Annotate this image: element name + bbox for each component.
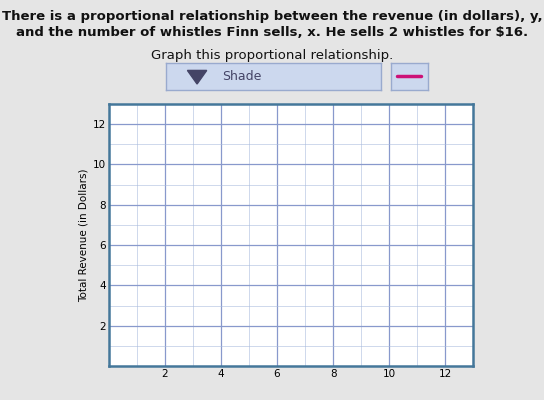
Text: There is a proportional relationship between the revenue (in dollars), y,: There is a proportional relationship bet… (2, 10, 542, 23)
Y-axis label: Total Revenue (in Dollars): Total Revenue (in Dollars) (78, 168, 89, 302)
Text: and the number of whistles Finn sells, x. He sells 2 whistles for $16.: and the number of whistles Finn sells, x… (16, 26, 528, 39)
Text: Shade: Shade (222, 70, 261, 83)
Text: Graph this proportional relationship.: Graph this proportional relationship. (151, 49, 393, 62)
Polygon shape (187, 70, 207, 84)
